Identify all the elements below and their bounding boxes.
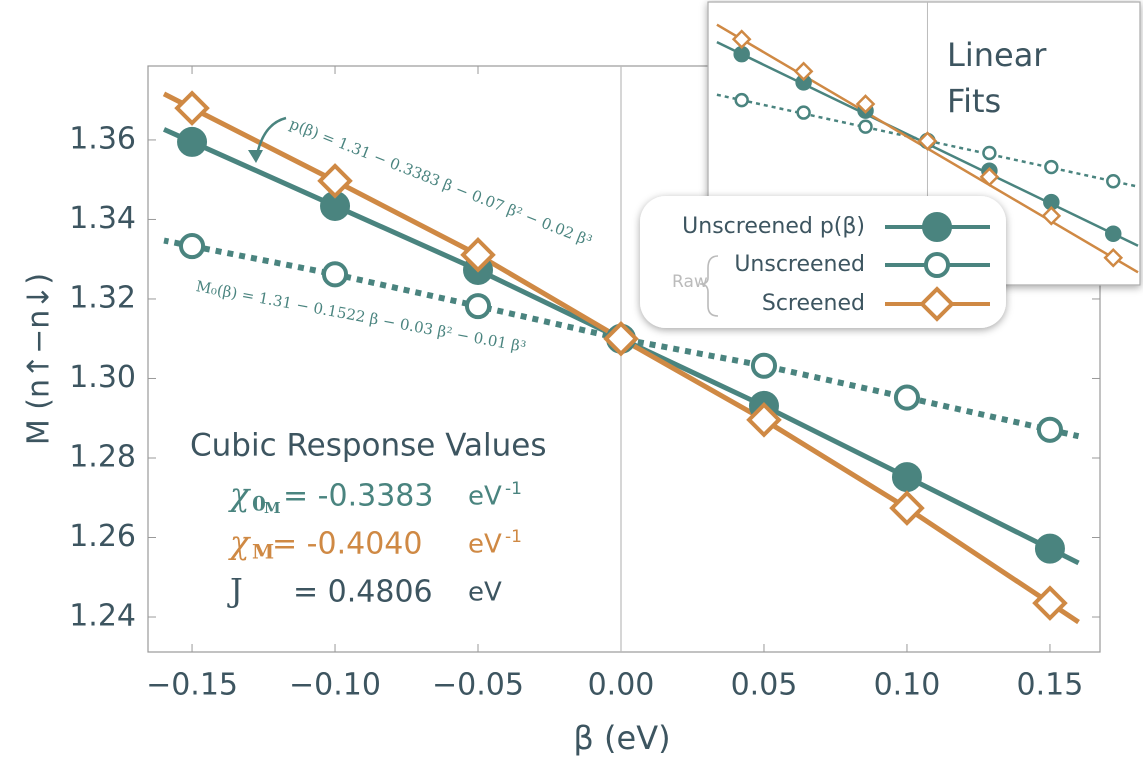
y-tick-label: 1.28 (69, 439, 136, 474)
marker (734, 92, 749, 108)
x-tick-label: −0.10 (289, 668, 381, 703)
marker (891, 462, 922, 493)
response-value: = 0.4806 (293, 575, 433, 610)
y-axis-label: M (n↑−n↓) (22, 273, 57, 445)
marker (793, 61, 814, 82)
y-tick-label: 1.30 (69, 360, 136, 395)
marker (731, 29, 752, 50)
marker (1041, 206, 1062, 226)
x-tick-label: 0.10 (874, 668, 941, 703)
y-tick-label: 1.24 (69, 599, 136, 634)
x-tick-label: 0.15 (1017, 668, 1084, 703)
marker (979, 167, 1000, 187)
marker (321, 261, 349, 288)
y-tick-label: 1.36 (69, 121, 136, 156)
marker (855, 94, 876, 114)
x-tick-label: 0.05 (731, 668, 798, 703)
response-value: = -0.4040 (272, 527, 422, 562)
marker (178, 233, 206, 260)
marker (1034, 533, 1065, 564)
marker (1106, 174, 1121, 189)
y-tick-label: 1.34 (69, 201, 136, 236)
x-tick-label: −0.15 (146, 668, 238, 703)
legend-label: Screened (762, 291, 865, 316)
legend: Unscreened p(β) Unscreened Screened Raw (640, 196, 1006, 328)
frame (147, 65, 1101, 653)
marker (174, 90, 210, 126)
marker (889, 490, 925, 526)
marker (917, 131, 938, 151)
symbol: J (227, 572, 243, 610)
unit-superscript: -1 (505, 527, 522, 547)
symbol: χ (228, 476, 251, 514)
legend-group-label: Raw (672, 272, 708, 292)
response-title: Cubic Response Values (190, 428, 547, 464)
marker (603, 320, 639, 357)
x-tick-label: −0.05 (432, 668, 524, 703)
marker (1103, 247, 1124, 268)
legend-label: Unscreened p(β) (682, 214, 865, 239)
unit: eV (468, 578, 502, 608)
response-value: = -0.3383 (283, 479, 433, 514)
unit-superscript: -1 (505, 479, 522, 499)
marker (796, 105, 811, 120)
marker (893, 384, 921, 411)
subscript: 0 (252, 492, 266, 516)
arrow-head (248, 150, 263, 163)
x-axis-label: β (eV) (573, 719, 670, 757)
response-values: χ 0M = -0.3383 eV -1χ M= -0.4040 eV -1J = 0.4806… (227, 476, 522, 610)
legend-brace (699, 255, 719, 317)
y-tick-label: 1.26 (69, 519, 136, 554)
marker (460, 237, 496, 273)
legend-marker (923, 251, 951, 279)
x-tick-label: 0.00 (588, 668, 655, 703)
marker (982, 145, 997, 161)
marker (1032, 585, 1068, 621)
unit: eV (468, 530, 502, 560)
marker (858, 119, 873, 134)
marker (1036, 416, 1064, 443)
unit: eV (468, 482, 502, 512)
y-tick-label: 1.32 (69, 280, 136, 315)
inset-title: Fits (947, 82, 1001, 120)
legend-marker (919, 286, 955, 322)
marker (1104, 225, 1122, 242)
marker (733, 45, 750, 63)
plot-area: −0.15 −0.10 −0.05 0.00 0.05 0.10 0.15 1.24 1.26 1… (69, 65, 1101, 703)
marker (1044, 159, 1059, 175)
subscript: M (252, 540, 274, 564)
subscript: M (264, 499, 281, 517)
symbol: χ (228, 524, 251, 562)
legend-label: Unscreened (734, 252, 865, 277)
inset-title: Linear (947, 36, 1047, 74)
marker (464, 293, 492, 320)
marker (177, 126, 208, 157)
marker (746, 402, 782, 438)
marker (317, 163, 353, 199)
legend-marker (922, 212, 952, 242)
marker (750, 352, 778, 379)
